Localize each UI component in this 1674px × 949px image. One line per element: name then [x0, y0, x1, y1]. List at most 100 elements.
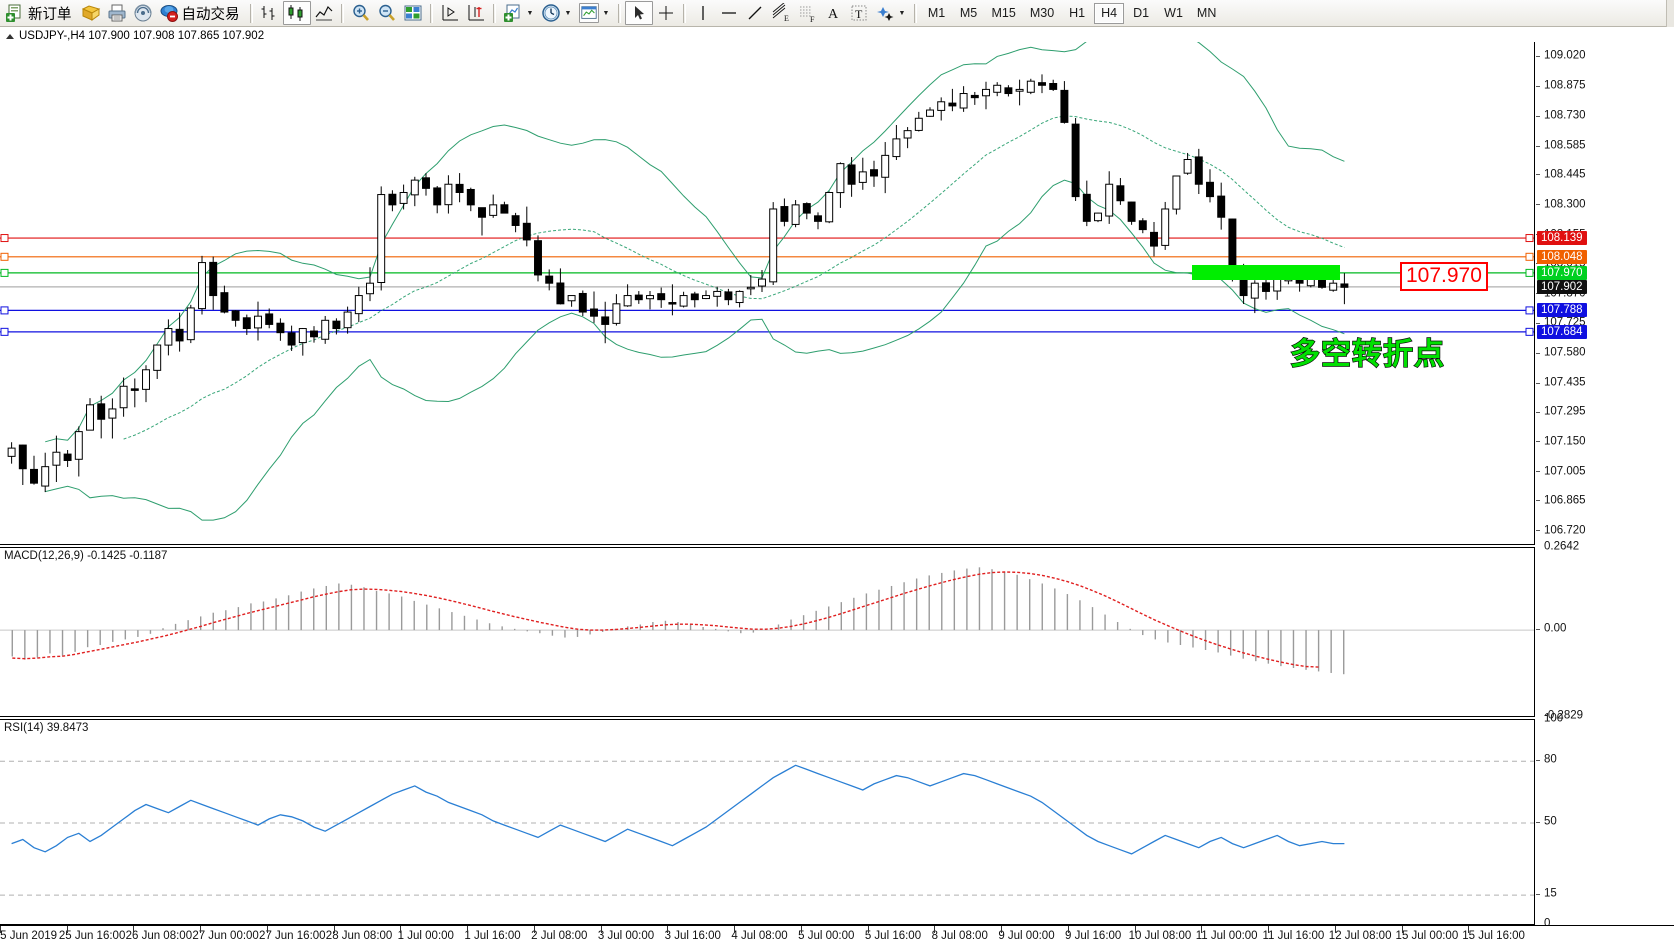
timeframe-group: M1 M5 M15 M30 H1 H4 D1 W1 MN — [921, 2, 1224, 24]
time-axis-label: 11 Jul 16:00 — [1262, 930, 1325, 942]
toolbar-overflow-handle[interactable] — [1666, 0, 1674, 27]
chinese-annotation[interactable]: 多空转折点 — [1289, 336, 1445, 372]
price-tick-label: 107.150 — [1544, 435, 1586, 448]
price-tag-resistance-line[interactable]: 108.139 — [1537, 231, 1587, 246]
price-tag-last-price[interactable]: 107.902 — [1537, 279, 1587, 294]
line-chart-button[interactable] — [311, 1, 337, 25]
timeframe-m1[interactable]: M1 — [927, 6, 946, 20]
price-tick-label: 108.300 — [1544, 198, 1586, 211]
price-scale[interactable]: 109.020 108.875 108.730 108.585 108.445 108.3… — [1535, 42, 1674, 545]
time-axis-label: 4 Jul 08:00 — [731, 930, 788, 942]
time-axis-separator — [66, 926, 68, 933]
cursor-tool-button[interactable] — [624, 1, 653, 25]
zoom-in-button[interactable] — [348, 1, 374, 25]
price-tick-label: 108.585 — [1544, 139, 1586, 152]
price-chart-canvas — [0, 42, 1534, 521]
equidistant-channel-tool-button[interactable]: E — [768, 1, 794, 25]
print-button[interactable] — [104, 1, 130, 25]
price-tag-resistance-line[interactable]: 108.048 — [1537, 249, 1587, 264]
time-axis-separator — [667, 926, 669, 933]
zoom-in-icon — [351, 3, 371, 23]
crosshair-tool-button[interactable] — [653, 1, 679, 25]
period-button[interactable]: ▼ — [538, 1, 576, 25]
timeframe-m5[interactable]: M5 — [959, 6, 978, 20]
timeframe-w1[interactable]: W1 — [1164, 6, 1183, 20]
time-axis-separator — [1001, 926, 1003, 933]
collapse-triangle-icon[interactable] — [6, 33, 14, 39]
objects-button[interactable]: ▼ — [872, 1, 910, 25]
chevron-down-icon[interactable]: ▼ — [526, 9, 534, 17]
time-axis-label: 15 Jul 00:00 — [1395, 930, 1459, 942]
scale-rsi-tick-label: 15 — [1544, 887, 1557, 900]
symbol-info-text: USDJPY-,H4 107.900 107.908 107.865 107.9… — [19, 30, 265, 42]
macd-pane[interactable]: MACD(12,26,9) -0.1425 -0.1187 — [0, 547, 1535, 717]
trendline-tool-button[interactable] — [742, 1, 768, 25]
objects-icon — [875, 3, 895, 23]
time-axis-separator — [600, 926, 602, 933]
price-tick-label: 108.445 — [1544, 168, 1586, 181]
highlight-rectangle[interactable] — [1192, 265, 1340, 280]
price-callout-box[interactable]: 107.970 — [1400, 262, 1488, 291]
chevron-down-icon[interactable]: ▼ — [564, 9, 572, 17]
autotrading-button[interactable]: 自动交易 — [156, 1, 246, 25]
toolbar-separator — [492, 3, 496, 23]
time-axis-separator — [800, 926, 802, 933]
text-tool-button[interactable]: A — [820, 1, 846, 25]
zoom-out-button[interactable] — [374, 1, 400, 25]
symbol-info-line: USDJPY-,H4 107.900 107.908 107.865 107.9… — [0, 29, 264, 43]
vertical-line-tool-button[interactable] — [690, 1, 716, 25]
time-axis[interactable]: 25 Jun 2019 25 Jun 16:00 26 Jun 08:00 27 Ju… — [0, 925, 1674, 949]
timeframe-h4[interactable]: H4 — [1094, 2, 1125, 24]
time-axis-separator — [867, 926, 869, 933]
chevron-down-icon[interactable]: ▼ — [602, 9, 610, 17]
price-tag-support-line[interactable]: 107.684 — [1537, 324, 1587, 339]
rsi-pane[interactable]: RSI(14) 39.8473 — [0, 719, 1535, 925]
chevron-down-icon[interactable]: ▼ — [898, 9, 906, 17]
svg-text:A: A — [828, 7, 839, 22]
signals-button[interactable] — [130, 1, 156, 25]
timeframe-h1[interactable]: H1 — [1069, 6, 1086, 20]
time-axis-label: 11 Jul 00:00 — [1195, 930, 1258, 942]
tile-windows-button[interactable] — [400, 1, 426, 25]
text-label-icon: T — [849, 3, 869, 23]
new-order-button[interactable]: 新订单 — [2, 1, 78, 25]
time-axis-separator — [1334, 926, 1336, 933]
chart-shift-button[interactable] — [437, 1, 463, 25]
rsi-canvas — [0, 760, 1534, 896]
time-axis-separator — [200, 926, 202, 933]
fibonacci-tool-button[interactable]: F — [794, 1, 820, 25]
indicators-button[interactable]: ▼ — [500, 1, 538, 25]
macd-label: MACD(12,26,9) -0.1425 -0.1187 — [4, 550, 168, 562]
price-chart-pane[interactable]: 多空转折点 — [0, 42, 1535, 545]
folder-button[interactable] — [78, 1, 104, 25]
vline-icon — [693, 3, 713, 23]
time-axis-label: 25 Jun 16:00 — [58, 930, 126, 942]
price-tick-label: 106.865 — [1544, 494, 1586, 507]
timeframe-m15[interactable]: M15 — [991, 6, 1016, 20]
toolbar-separator — [340, 3, 344, 23]
auto-scroll-button[interactable] — [463, 1, 489, 25]
line-chart-icon — [314, 3, 334, 23]
horizontal-line-tool-button[interactable] — [716, 1, 742, 25]
timeframe-d1[interactable]: D1 — [1133, 6, 1150, 20]
price-tag-support-line[interactable]: 107.788 — [1537, 303, 1587, 318]
toolbar-separator — [913, 3, 917, 23]
signals-icon — [133, 3, 153, 23]
time-axis-label: 5 Jul 00:00 — [798, 930, 855, 942]
autotrading-label: 自动交易 — [181, 6, 240, 23]
candlestick-chart-button[interactable] — [282, 1, 311, 25]
zoom-out-icon — [377, 3, 397, 23]
time-axis-separator — [1067, 926, 1069, 933]
templates-button[interactable]: ▼ — [576, 1, 614, 25]
text-label-tool-button[interactable]: T — [846, 1, 872, 25]
price-tick-label: 108.730 — [1544, 109, 1586, 122]
macd-scale[interactable]: 0.2642 0.00 -0.2829 — [1535, 541, 1674, 722]
scale-rsi-tick-label: 0 — [1544, 917, 1551, 930]
bar-chart-button[interactable] — [257, 1, 283, 25]
timeframe-mn[interactable]: MN — [1196, 6, 1217, 20]
time-axis-label: 5 Jul 16:00 — [864, 930, 922, 942]
rsi-scale[interactable]: 100 80 50 15 0 — [1535, 713, 1674, 930]
price-tag-target-line[interactable]: 107.970 — [1537, 265, 1587, 280]
cursor-icon — [629, 3, 649, 23]
timeframe-m30[interactable]: M30 — [1029, 6, 1055, 20]
